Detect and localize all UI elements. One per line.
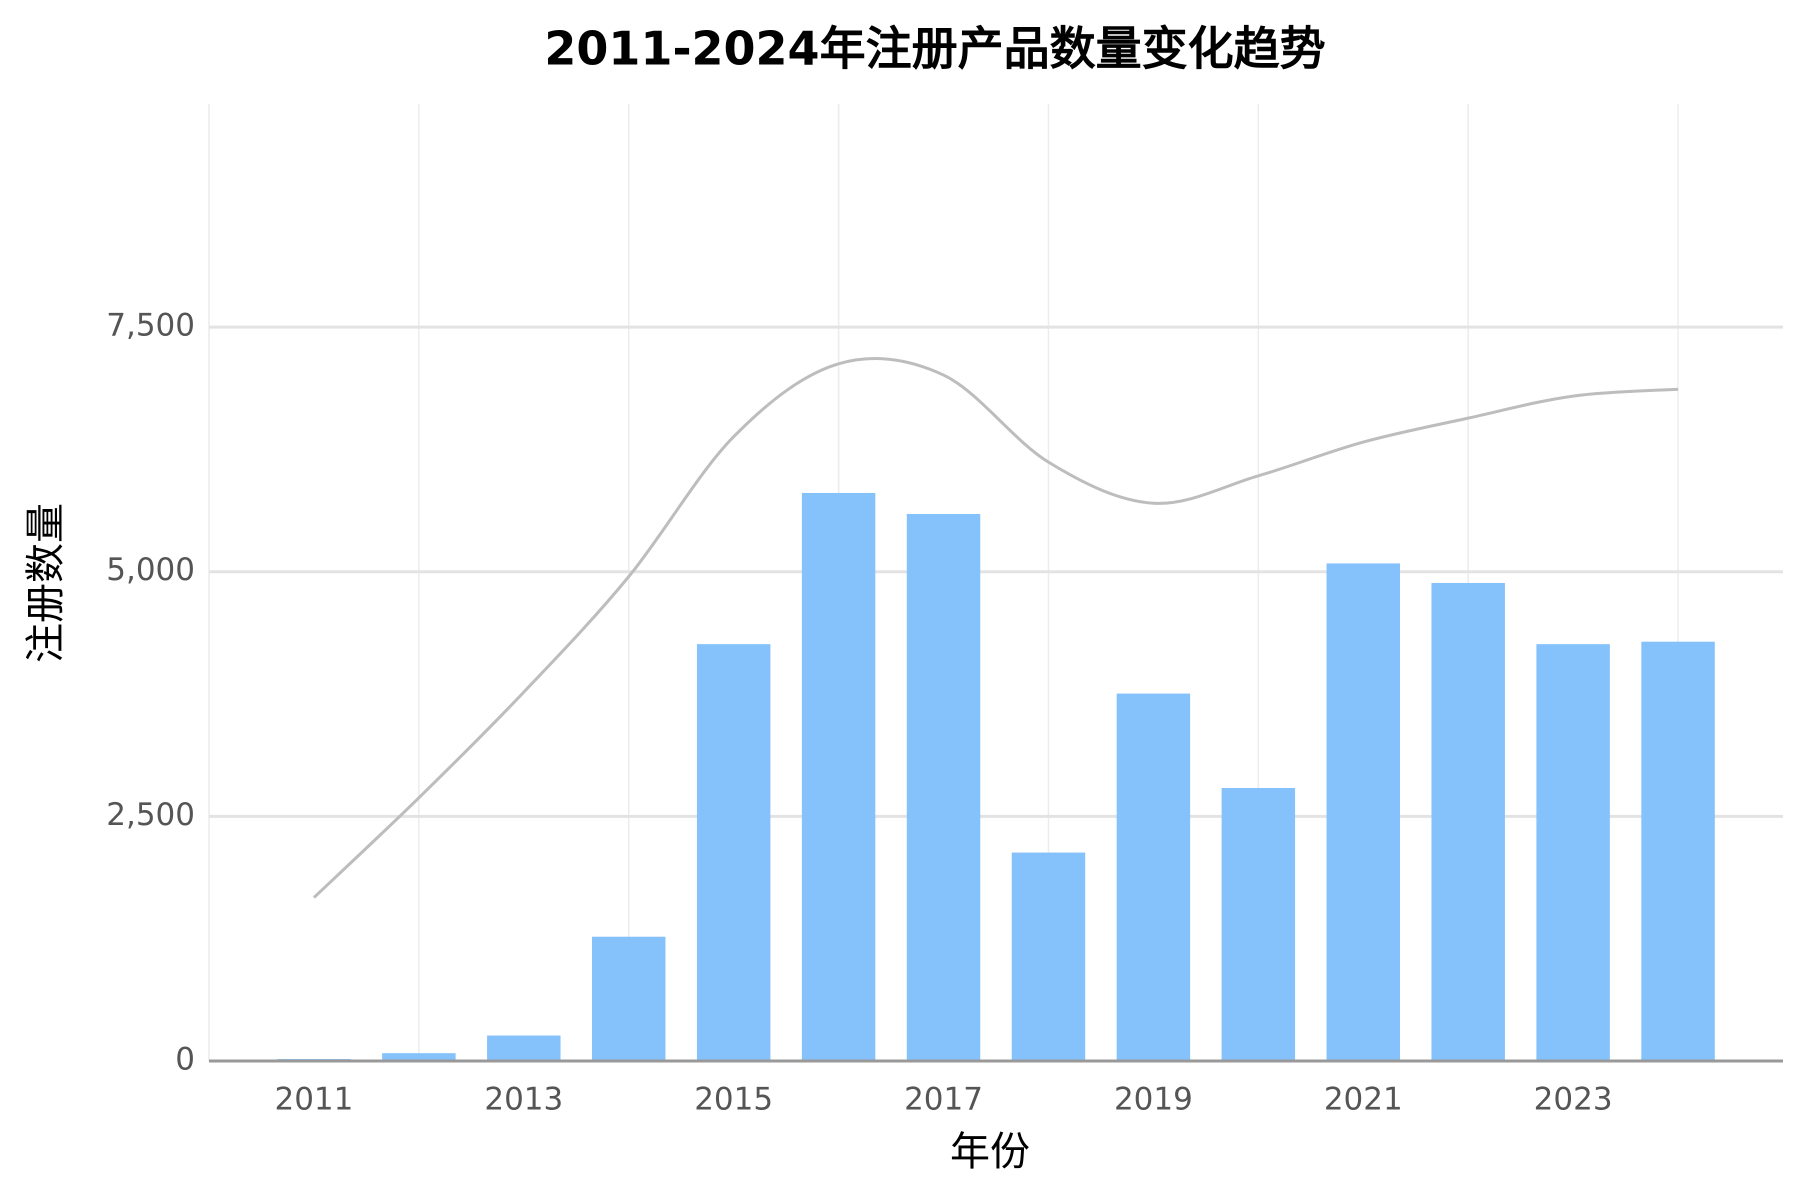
y-tick-label: 2,500 (106, 797, 195, 833)
x-tick-label: 2015 (694, 1082, 773, 1118)
y-tick-label: 7,500 (106, 308, 195, 344)
x-tick-label: 2011 (274, 1082, 353, 1118)
trend-line (312, 357, 1679, 899)
bar (1431, 582, 1505, 1061)
chart-title: 2011-2024年注册产品数量变化趋势 (544, 22, 1325, 76)
bar (1011, 852, 1086, 1061)
y-tick-label: 5,000 (106, 552, 195, 588)
y-tick-label: 0 (175, 1042, 195, 1078)
x-tick-label: 2019 (1114, 1082, 1193, 1118)
y-axis-label: 注册数量 (23, 503, 69, 663)
bar (1536, 644, 1610, 1061)
x-tick-label: 2017 (904, 1082, 983, 1118)
bar (1641, 641, 1715, 1061)
x-axis-label: 年份 (950, 1129, 1030, 1175)
bar (487, 1035, 561, 1061)
bar (592, 936, 666, 1061)
bar (1116, 693, 1191, 1061)
x-tick-label: 2013 (484, 1082, 563, 1118)
bar (382, 1053, 456, 1061)
bar (1326, 563, 1400, 1061)
x-tick-label: 2021 (1324, 1082, 1403, 1118)
bar (906, 514, 981, 1061)
bar (801, 492, 876, 1061)
bar (696, 644, 771, 1061)
bar (1221, 787, 1296, 1061)
x-tick-label: 2023 (1534, 1082, 1613, 1118)
